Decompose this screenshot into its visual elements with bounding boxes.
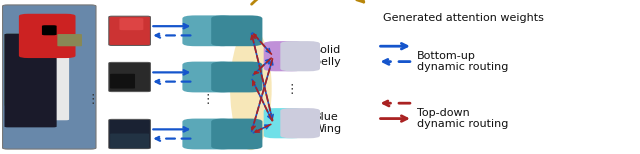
- FancyBboxPatch shape: [264, 108, 303, 138]
- FancyArrowPatch shape: [253, 81, 272, 121]
- FancyArrowPatch shape: [153, 24, 188, 28]
- Text: ⋮: ⋮: [285, 83, 298, 96]
- FancyBboxPatch shape: [3, 5, 96, 149]
- Text: Generated attention weights: Generated attention weights: [383, 14, 543, 23]
- FancyArrowPatch shape: [254, 58, 271, 74]
- FancyArrowPatch shape: [255, 124, 271, 132]
- FancyArrowPatch shape: [383, 100, 410, 106]
- FancyArrowPatch shape: [153, 127, 188, 132]
- FancyBboxPatch shape: [19, 14, 76, 58]
- Text: ⋮: ⋮: [202, 93, 214, 106]
- FancyBboxPatch shape: [280, 41, 320, 71]
- FancyBboxPatch shape: [109, 119, 150, 149]
- FancyArrowPatch shape: [252, 59, 273, 130]
- FancyArrowPatch shape: [253, 59, 270, 75]
- FancyArrowPatch shape: [252, 0, 364, 4]
- FancyArrowPatch shape: [254, 34, 271, 54]
- FancyArrowPatch shape: [251, 35, 273, 120]
- FancyBboxPatch shape: [110, 74, 135, 89]
- FancyBboxPatch shape: [119, 18, 143, 30]
- FancyBboxPatch shape: [280, 108, 320, 138]
- FancyBboxPatch shape: [211, 62, 262, 92]
- FancyBboxPatch shape: [109, 16, 150, 45]
- FancyBboxPatch shape: [211, 15, 262, 46]
- FancyArrowPatch shape: [252, 61, 273, 131]
- Text: Top-down
dynamic routing: Top-down dynamic routing: [417, 108, 509, 129]
- FancyBboxPatch shape: [42, 25, 57, 35]
- FancyArrowPatch shape: [156, 33, 191, 38]
- FancyBboxPatch shape: [182, 62, 234, 92]
- Text: ⋮: ⋮: [86, 93, 99, 106]
- Text: Blue
Wing: Blue Wing: [314, 112, 342, 134]
- FancyArrowPatch shape: [253, 33, 270, 53]
- FancyBboxPatch shape: [58, 34, 82, 46]
- Text: Solid
belly: Solid belly: [314, 45, 341, 67]
- FancyArrowPatch shape: [156, 136, 191, 141]
- FancyBboxPatch shape: [4, 34, 57, 127]
- Ellipse shape: [230, 27, 272, 150]
- FancyArrowPatch shape: [380, 116, 407, 121]
- FancyArrowPatch shape: [380, 43, 407, 49]
- FancyBboxPatch shape: [109, 62, 150, 92]
- FancyArrowPatch shape: [253, 125, 269, 133]
- FancyBboxPatch shape: [182, 15, 234, 46]
- Text: Bottom-up
dynamic routing: Bottom-up dynamic routing: [417, 51, 509, 72]
- FancyBboxPatch shape: [4, 34, 52, 106]
- FancyBboxPatch shape: [182, 119, 234, 149]
- FancyBboxPatch shape: [110, 134, 149, 148]
- FancyBboxPatch shape: [211, 119, 262, 149]
- FancyArrowPatch shape: [156, 79, 191, 84]
- FancyArrowPatch shape: [252, 34, 273, 119]
- FancyArrowPatch shape: [252, 79, 271, 119]
- FancyArrowPatch shape: [383, 59, 410, 64]
- FancyBboxPatch shape: [29, 55, 69, 120]
- FancyBboxPatch shape: [264, 41, 303, 71]
- FancyArrowPatch shape: [153, 70, 188, 75]
